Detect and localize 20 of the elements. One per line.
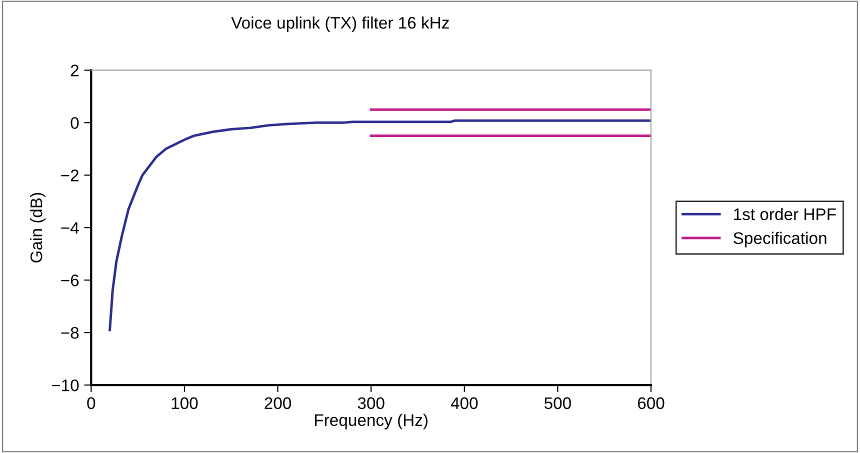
y-tick-label: −4 xyxy=(61,222,79,234)
x-tick-label: 0 xyxy=(87,397,96,410)
y-tick-label: 2 xyxy=(70,64,79,76)
legend-label: Specification xyxy=(734,232,826,248)
x-tick-label: 600 xyxy=(638,397,664,410)
line-series xyxy=(108,119,652,332)
x-tick-label: 400 xyxy=(450,397,478,410)
x-axis-title: Frequency (Hz) xyxy=(315,414,428,430)
y-tick-label: −6 xyxy=(61,274,79,286)
legend-label: 1st order HPF xyxy=(734,208,836,220)
x-tick-label: 500 xyxy=(544,397,571,410)
chart-title: Voice uplink (TX) filter 16 kHz xyxy=(231,16,449,32)
y-axis-title: Gain (dB) xyxy=(30,193,46,262)
x-tick-label: 300 xyxy=(358,397,384,410)
y-tick-label: −2 xyxy=(61,170,79,182)
y-tick-label: 0 xyxy=(70,117,79,129)
x-tick-label: 100 xyxy=(172,397,198,410)
x-tick-label: 200 xyxy=(264,397,292,410)
y-tick-label: −8 xyxy=(61,326,79,339)
y-tick-label: −10 xyxy=(52,379,79,392)
